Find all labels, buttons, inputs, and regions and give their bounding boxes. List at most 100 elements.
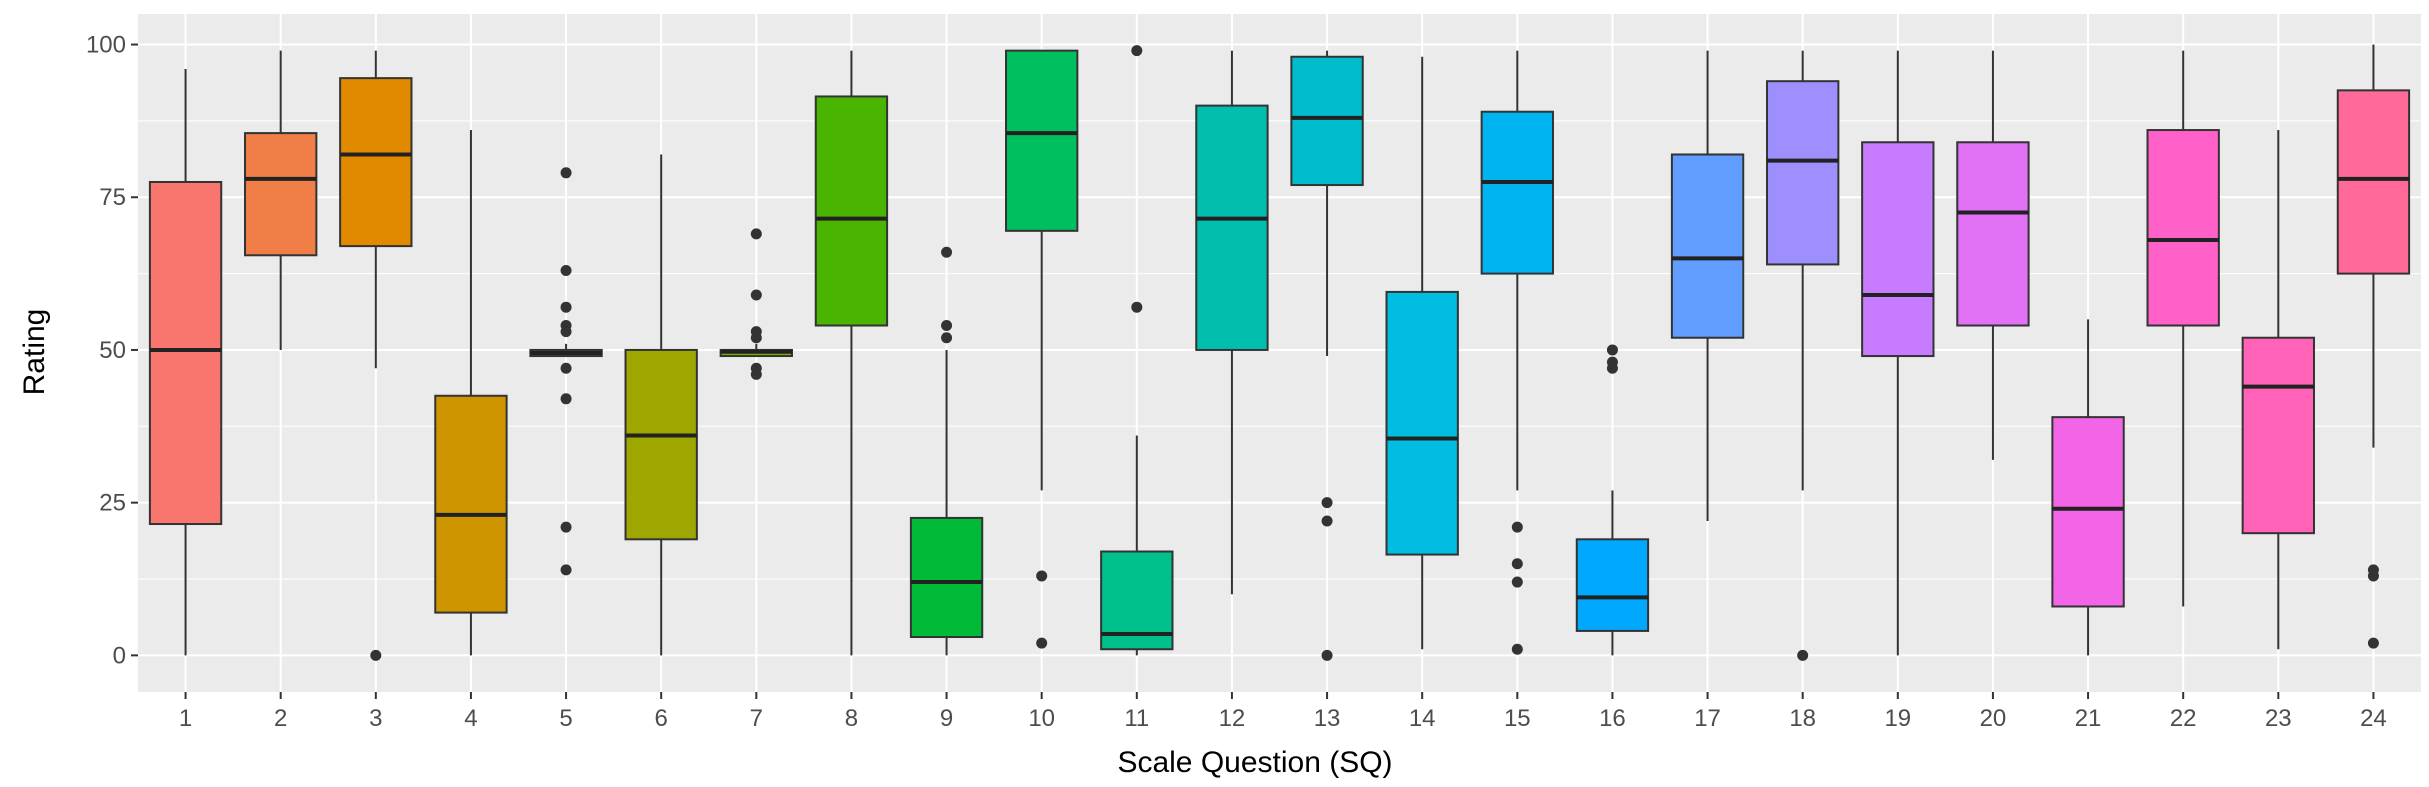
- minor-gridlines: [138, 120, 2421, 580]
- box-iqr: [2336, 89, 2411, 275]
- outlier-point: [1511, 521, 1523, 533]
- outlier-point: [750, 332, 762, 344]
- x-tick-label: 8: [845, 705, 858, 732]
- box-iqr: [339, 77, 413, 248]
- outlier-point: [1797, 649, 1809, 661]
- x-tick-label: 5: [559, 705, 572, 732]
- box-q8: [814, 50, 889, 656]
- outlier-point: [2367, 570, 2379, 582]
- box-iqr: [1005, 49, 1079, 232]
- outlier-point: [1511, 576, 1523, 588]
- box-iqr: [244, 132, 318, 257]
- box-iqr: [1290, 55, 1364, 187]
- y-tick-label: 100: [86, 32, 126, 59]
- outlier-point: [1036, 570, 1048, 582]
- y-tick-label: 25: [99, 490, 126, 517]
- box-q18: [1766, 50, 1840, 661]
- x-tick-label: 7: [750, 705, 763, 732]
- outlier-point: [560, 362, 572, 374]
- outlier-point: [750, 368, 762, 380]
- outlier-point: [1321, 649, 1333, 661]
- box-iqr: [1385, 290, 1459, 556]
- outlier-point: [560, 393, 572, 405]
- outlier-point: [2367, 637, 2379, 649]
- box-iqr: [434, 394, 508, 614]
- box-q9: [909, 246, 984, 656]
- x-axis-title: Scale Question (SQ): [1117, 746, 1392, 779]
- box-q1: [148, 68, 223, 656]
- box-q12: [1195, 50, 1269, 595]
- x-tick-label: 24: [2360, 705, 2387, 732]
- x-tick-label: 6: [655, 705, 668, 732]
- box-q3: [339, 50, 413, 661]
- box-q23: [2241, 130, 2315, 650]
- box-q19: [1861, 50, 1935, 656]
- x-tick-label: 22: [2170, 705, 2197, 732]
- x-tick-label: 21: [2075, 705, 2102, 732]
- box-q7: [719, 228, 793, 380]
- x-tick-label: 17: [1694, 705, 1721, 732]
- box-iqr: [1480, 110, 1554, 275]
- box-iqr: [2241, 336, 2315, 535]
- outlier-point: [941, 246, 953, 258]
- box-iqr: [2051, 416, 2125, 608]
- box-q2: [244, 50, 318, 350]
- box-iqr: [148, 180, 223, 526]
- box-q13: [1290, 50, 1364, 661]
- box-q15: [1480, 50, 1554, 655]
- outlier-point: [941, 320, 953, 332]
- box-q17: [1670, 50, 1745, 521]
- x-tick-label: 16: [1599, 705, 1626, 732]
- box-q11: [1100, 45, 1174, 656]
- y-axis-title: Rating: [18, 309, 51, 396]
- x-tick-label: 13: [1314, 705, 1341, 732]
- outlier-point: [560, 521, 572, 533]
- box-q5: [529, 167, 603, 576]
- outlier-point: [1511, 643, 1523, 655]
- x-tick-label: 4: [464, 705, 477, 732]
- x-tick-label: 1: [179, 705, 192, 732]
- x-tick-label: 20: [1980, 705, 2007, 732]
- box-q21: [2051, 319, 2125, 656]
- box-iqr: [814, 95, 889, 327]
- outlier-point: [1511, 558, 1523, 570]
- box-q22: [2146, 50, 2220, 607]
- outlier-point: [1321, 515, 1333, 527]
- outlier-point: [750, 228, 762, 240]
- box-iqr: [1766, 80, 1840, 266]
- outlier-point: [1606, 344, 1618, 356]
- box-iqr: [1575, 538, 1650, 632]
- box-iqr: [909, 516, 984, 639]
- outlier-point: [1131, 45, 1143, 57]
- outlier-point: [560, 301, 572, 313]
- box-iqr: [1670, 153, 1745, 339]
- box-iqr: [624, 348, 698, 541]
- x-axis-ticks: 1 2 3 4 5 6 7 8 9 10 11 12 13 14 15 16 17 18 19 20 21 22 23 24: [179, 692, 2387, 732]
- box-q24: [2336, 44, 2411, 649]
- x-tick-label: 19: [1884, 705, 1911, 732]
- x-tick-label: 12: [1219, 705, 1246, 732]
- outlier-point: [1606, 362, 1618, 374]
- x-tick-label: 9: [940, 705, 953, 732]
- x-tick-label: 15: [1504, 705, 1531, 732]
- box-series: [148, 44, 2411, 661]
- x-tick-label: 3: [369, 705, 382, 732]
- x-tick-label: 18: [1789, 705, 1816, 732]
- outlier-point: [560, 326, 572, 338]
- y-tick-label: 0: [113, 642, 126, 669]
- box-iqr: [2146, 129, 2220, 327]
- x-tick-label: 23: [2265, 705, 2292, 732]
- x-tick-label: 10: [1028, 705, 1055, 732]
- box-q14: [1385, 56, 1459, 650]
- outlier-point: [560, 167, 572, 179]
- x-tick-label: 11: [1124, 705, 1149, 732]
- box-iqr: [1195, 104, 1269, 351]
- box-iqr: [1956, 141, 2030, 327]
- box-q4: [434, 130, 508, 656]
- outlier-point: [370, 649, 382, 661]
- outlier-point: [1131, 301, 1143, 313]
- box-q6: [624, 154, 698, 656]
- outlier-point: [750, 289, 762, 301]
- outlier-point: [1321, 497, 1333, 509]
